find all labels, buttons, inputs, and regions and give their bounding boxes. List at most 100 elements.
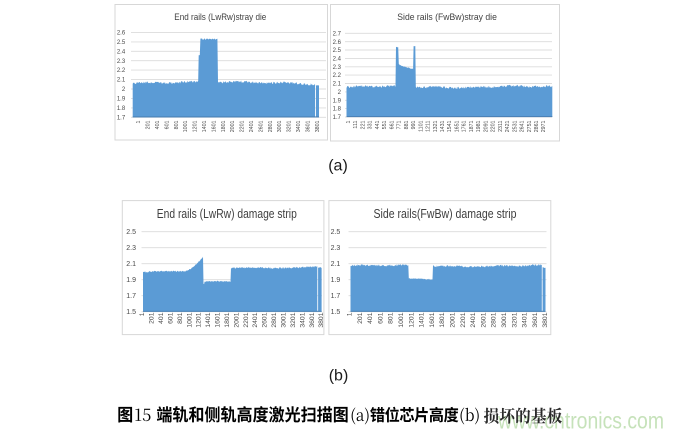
- svg-text:3001: 3001: [277, 120, 283, 132]
- svg-text:331: 331: [368, 120, 374, 129]
- svg-text:2091: 2091: [483, 120, 489, 132]
- svg-text:2.3: 2.3: [126, 245, 136, 252]
- svg-text:1981: 1981: [476, 120, 482, 132]
- svg-text:2801: 2801: [491, 312, 498, 327]
- svg-text:801: 801: [174, 120, 180, 129]
- svg-text:2.5: 2.5: [331, 229, 341, 236]
- svg-text:3601: 3601: [309, 312, 316, 327]
- svg-text:2201: 2201: [243, 312, 250, 327]
- svg-text:3201: 3201: [290, 312, 297, 327]
- svg-text:3201: 3201: [511, 312, 518, 327]
- svg-text:401: 401: [367, 312, 374, 324]
- svg-text:1801: 1801: [439, 312, 446, 327]
- svg-text:2.4: 2.4: [117, 49, 126, 55]
- svg-text:2601: 2601: [262, 312, 269, 327]
- svg-text:661: 661: [389, 120, 395, 129]
- svg-text:1601: 1601: [211, 120, 217, 132]
- svg-text:801: 801: [177, 312, 184, 324]
- svg-text:2401: 2401: [252, 312, 259, 327]
- svg-text:801: 801: [388, 312, 395, 324]
- svg-text:(b): (b): [329, 368, 349, 385]
- svg-text:1.7: 1.7: [126, 293, 136, 300]
- svg-text:2.2: 2.2: [117, 68, 126, 74]
- svg-text:1801: 1801: [221, 120, 227, 132]
- svg-text:2601: 2601: [480, 312, 487, 327]
- svg-text:3801: 3801: [542, 312, 549, 327]
- svg-text:601: 601: [377, 312, 384, 324]
- svg-text:1.9: 1.9: [117, 97, 126, 103]
- svg-text:3201: 3201: [287, 120, 293, 132]
- svg-text:1.8: 1.8: [117, 106, 126, 112]
- svg-text:3801: 3801: [318, 312, 325, 327]
- svg-text:1601: 1601: [215, 312, 222, 327]
- svg-text:2.5: 2.5: [126, 229, 136, 236]
- svg-text:2861: 2861: [534, 120, 540, 132]
- svg-text:551: 551: [382, 120, 388, 129]
- svg-text:1761: 1761: [462, 120, 468, 132]
- svg-text:2401: 2401: [249, 120, 255, 132]
- svg-text:2.2: 2.2: [333, 73, 342, 79]
- svg-text:401: 401: [158, 312, 165, 324]
- svg-text:1.7: 1.7: [117, 115, 126, 121]
- svg-text:771: 771: [397, 120, 403, 129]
- svg-text:3801: 3801: [315, 120, 321, 132]
- svg-text:601: 601: [167, 312, 174, 324]
- svg-text:1101: 1101: [418, 120, 424, 131]
- svg-text:2.7: 2.7: [333, 31, 342, 37]
- svg-text:1.5: 1.5: [126, 309, 136, 316]
- svg-text:1: 1: [346, 120, 352, 123]
- svg-text:1201: 1201: [193, 120, 199, 132]
- svg-text:2801: 2801: [268, 120, 274, 132]
- svg-text:1321: 1321: [433, 120, 439, 132]
- svg-text:2001: 2001: [230, 120, 236, 132]
- svg-text:201: 201: [357, 312, 364, 324]
- svg-text:3601: 3601: [305, 120, 311, 132]
- svg-text:1.8: 1.8: [333, 107, 342, 113]
- svg-text:3001: 3001: [281, 312, 288, 327]
- svg-text:2.3: 2.3: [333, 65, 342, 71]
- svg-text:2.1: 2.1: [333, 82, 342, 88]
- svg-text:2: 2: [122, 87, 126, 93]
- svg-text:2801: 2801: [271, 312, 278, 327]
- svg-text:1.7: 1.7: [333, 115, 342, 121]
- svg-text:End rails (LwRw)stray die: End rails (LwRw)stray die: [174, 12, 266, 23]
- svg-text:2971: 2971: [541, 120, 547, 132]
- svg-text:1.7: 1.7: [331, 293, 341, 300]
- svg-text:(a): (a): [328, 158, 348, 175]
- svg-text:1651: 1651: [454, 120, 460, 132]
- svg-text:1431: 1431: [440, 120, 446, 132]
- svg-text:Side rails(FwBw) damage strip: Side rails(FwBw) damage strip: [374, 207, 517, 221]
- svg-text:2531: 2531: [512, 120, 518, 132]
- svg-text:1541: 1541: [447, 120, 453, 132]
- svg-text:1201: 1201: [196, 312, 203, 327]
- svg-text:1801: 1801: [224, 312, 231, 327]
- svg-text:2401: 2401: [470, 312, 477, 327]
- svg-text:2.5: 2.5: [333, 48, 342, 54]
- svg-text:1: 1: [139, 312, 146, 316]
- svg-text:2001: 2001: [233, 312, 240, 327]
- svg-text:2.6: 2.6: [333, 40, 342, 46]
- svg-text:1211: 1211: [426, 120, 432, 131]
- svg-text:2.1: 2.1: [331, 261, 341, 268]
- svg-text:1401: 1401: [202, 120, 208, 132]
- svg-text:1401: 1401: [205, 312, 212, 327]
- svg-text:2601: 2601: [258, 120, 264, 132]
- svg-text:441: 441: [375, 120, 381, 129]
- svg-text:401: 401: [155, 120, 161, 129]
- svg-text:1401: 1401: [419, 312, 426, 327]
- svg-text:221: 221: [360, 120, 366, 129]
- svg-text:www.cntronics.com: www.cntronics.com: [497, 408, 664, 434]
- svg-text:111: 111: [353, 120, 359, 128]
- svg-text:3401: 3401: [522, 312, 529, 327]
- svg-text:201: 201: [149, 312, 156, 324]
- svg-text:991: 991: [411, 120, 417, 129]
- svg-text:3601: 3601: [532, 312, 539, 327]
- svg-text:1001: 1001: [398, 312, 405, 327]
- svg-text:1601: 1601: [429, 312, 436, 327]
- svg-text:881: 881: [404, 120, 410, 129]
- svg-text:2.3: 2.3: [117, 59, 126, 65]
- svg-text:1001: 1001: [183, 120, 189, 132]
- svg-text:2.6: 2.6: [117, 31, 126, 37]
- svg-text:201: 201: [146, 120, 152, 129]
- svg-text:2001: 2001: [450, 312, 457, 327]
